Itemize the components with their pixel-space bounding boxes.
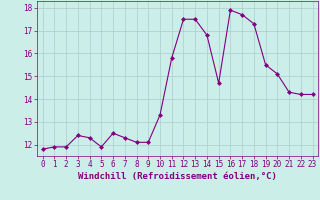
X-axis label: Windchill (Refroidissement éolien,°C): Windchill (Refroidissement éolien,°C) <box>78 172 277 181</box>
